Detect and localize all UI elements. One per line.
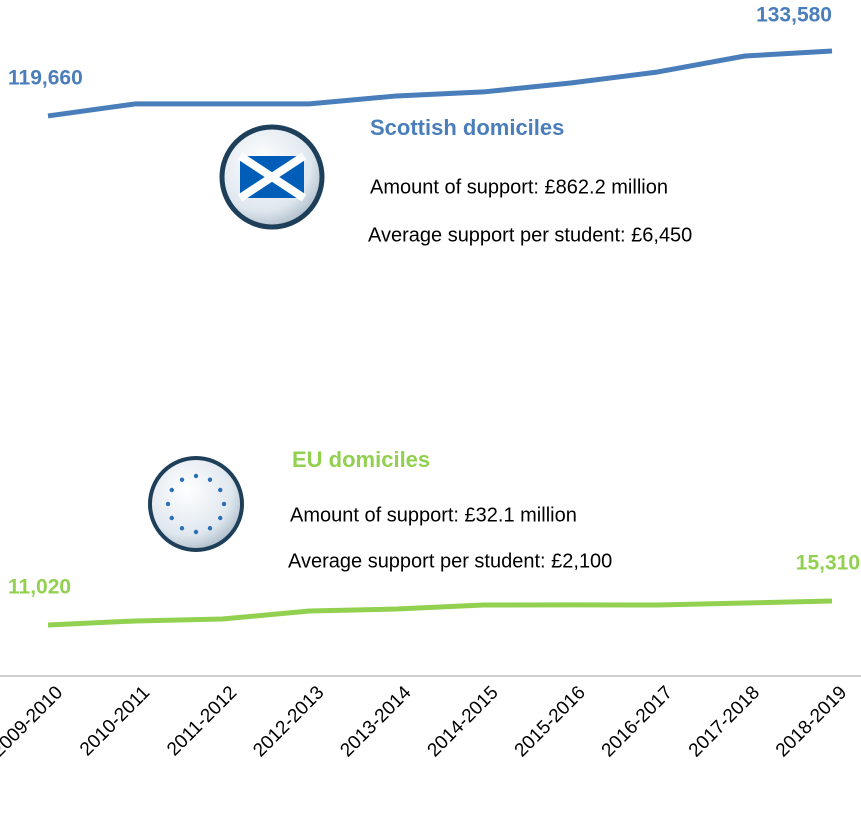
star <box>193 473 199 479</box>
star <box>218 515 223 521</box>
eu-icon <box>148 456 244 552</box>
annotation: Amount of support: £862.2 million <box>370 176 668 198</box>
star <box>221 501 227 507</box>
data-label: 133,580 <box>756 4 832 27</box>
star <box>169 487 174 493</box>
x-tick-label: 2009-2010 <box>0 682 67 761</box>
star <box>207 477 213 482</box>
star <box>169 515 174 521</box>
line <box>47 598 833 628</box>
star <box>165 501 171 507</box>
star <box>207 526 213 531</box>
star <box>179 526 185 531</box>
data-label: 119,660 <box>8 66 83 89</box>
x-tick-label: 2014-2015 <box>424 682 503 761</box>
star <box>179 477 185 482</box>
star <box>193 529 199 535</box>
x-tick-label: 2018-2019 <box>772 682 851 761</box>
annotation: Average support per student: £2,100 <box>288 550 612 572</box>
annotation: Amount of support: £32.1 million <box>290 504 577 526</box>
x-tick-label: 2011-2012 <box>163 682 241 760</box>
data-label: 15,310 <box>796 552 860 575</box>
line <box>47 48 833 119</box>
x-tick-label: 2016-2017 <box>598 682 677 761</box>
x-tick-label: 2012-2013 <box>249 682 328 761</box>
x-tick-label: 2017-2018 <box>685 682 764 761</box>
panel-title: EU domiciles <box>292 447 430 472</box>
panel-title: Scottish domiciles <box>370 115 564 140</box>
x-tick-label: 2010-2011 <box>76 682 154 760</box>
data-label: 11,020 <box>8 576 71 599</box>
annotation: Average support per student: £6,450 <box>368 224 692 246</box>
star <box>218 487 223 493</box>
x-tick-label: 2015-2016 <box>511 682 590 761</box>
scotland-icon <box>219 124 325 230</box>
x-tick-label: 2013-2014 <box>336 682 415 761</box>
